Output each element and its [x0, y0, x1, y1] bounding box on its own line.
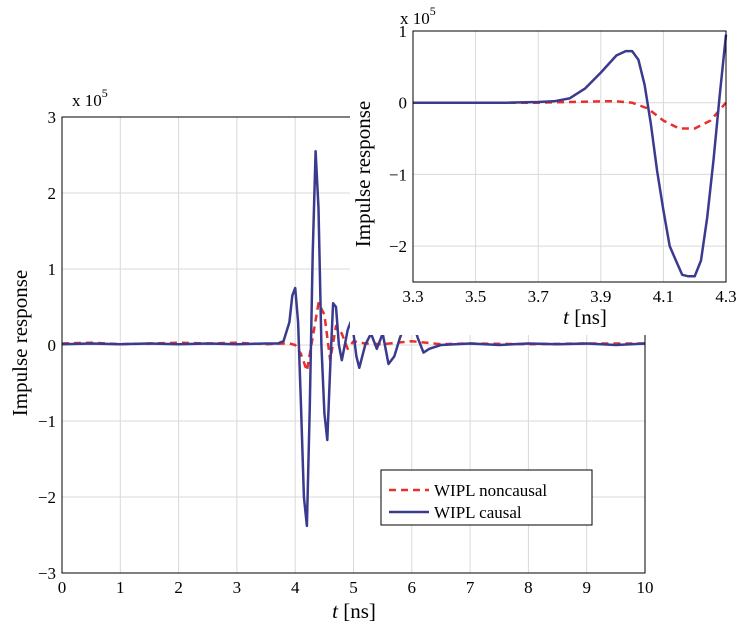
- main-y-axis-label: Impulse response: [8, 270, 32, 416]
- inset-x-tick-labels: 3.3 3.5 3.7 3.9 4.1 4.3: [402, 287, 736, 306]
- main-exponent-base: x 10: [72, 91, 102, 110]
- inset-y-axis-label: Impulse response: [351, 101, 375, 247]
- main-x-tick-label: 5: [349, 578, 358, 597]
- inset-exponent-power: 5: [430, 4, 436, 18]
- main-x-tick-label: 3: [233, 578, 242, 597]
- main-y-tick-label: −2: [38, 488, 56, 507]
- main-y-tick-label: −3: [38, 564, 56, 583]
- main-x-tick-label: 0: [58, 578, 67, 597]
- main-x-tick-label: 10: [637, 578, 654, 597]
- legend-entry-noncausal: WIPL noncausal: [434, 481, 547, 500]
- inset-y-tick-label: 0: [399, 94, 408, 113]
- main-y-tick-label: 0: [48, 336, 57, 355]
- inset-background: [350, 0, 740, 335]
- inset-y-tick-label: −2: [389, 237, 407, 256]
- inset-x-tick-label: 3.5: [465, 287, 486, 306]
- inset-y-tick-label: 1: [399, 22, 408, 41]
- main-x-tick-label: 7: [466, 578, 475, 597]
- inset-x-axis-label-unit: [ns]: [569, 305, 607, 329]
- inset-x-tick-label: 4.1: [653, 287, 674, 306]
- inset-x-tick-label: 3.3: [402, 287, 423, 306]
- main-y-exponent: x 105: [72, 86, 108, 110]
- legend-box: [380, 469, 593, 526]
- inset-series-lines: [413, 34, 728, 278]
- main-y-tick-label: −1: [38, 412, 56, 431]
- main-x-tick-label: 9: [582, 578, 591, 597]
- inset-x-tick-label: 3.7: [528, 287, 550, 306]
- main-x-tick-label: 4: [291, 578, 300, 597]
- inset-y-tick-label: −1: [389, 165, 407, 184]
- legend-entry-causal: WIPL causal: [434, 503, 522, 522]
- main-x-axis-label: t [ns]: [332, 599, 376, 623]
- inset-x-tick-label: 3.9: [590, 287, 611, 306]
- inset-plot-frame: [412, 30, 727, 283]
- main-x-axis-label-unit: [ns]: [338, 599, 376, 623]
- main-x-tick-label: 1: [116, 578, 125, 597]
- main-x-tick-label: 6: [408, 578, 417, 597]
- main-exponent-power: 5: [102, 86, 108, 100]
- main-x-tick-labels: 0 1 2 3 4 5 6 7 8 9 10: [58, 578, 654, 597]
- main-y-tick-label: 3: [48, 108, 57, 127]
- inset-y-tick-labels: 1 0 −1 −2: [389, 22, 407, 256]
- main-y-tick-label: 2: [48, 184, 57, 203]
- inset-x-tick-label: 4.3: [715, 287, 736, 306]
- legend: WIPL noncausal WIPL causal: [380, 469, 593, 526]
- inset-exponent-base: x 10: [400, 9, 430, 28]
- main-x-tick-label: 8: [524, 578, 533, 597]
- main-y-tick-label: 1: [48, 260, 57, 279]
- inset-series-causal-line: [413, 34, 728, 278]
- main-x-tick-label: 2: [174, 578, 183, 597]
- inset-x-axis-label: t [ns]: [563, 305, 607, 329]
- main-series-lines: [61, 149, 646, 528]
- main-y-tick-labels: 3 2 1 0 −1 −2 −3: [38, 108, 56, 583]
- inset-y-exponent: x 105: [400, 4, 436, 28]
- main-series-causal-line: [61, 149, 646, 528]
- inset-plot: 3.3 3.5 3.7 3.9 4.1 4.3 1 0 −1 −2 x 105 Impulse …: [350, 0, 740, 335]
- inset-x-axis-label-var: t: [563, 305, 570, 329]
- main-x-axis-label-var: t: [332, 599, 339, 623]
